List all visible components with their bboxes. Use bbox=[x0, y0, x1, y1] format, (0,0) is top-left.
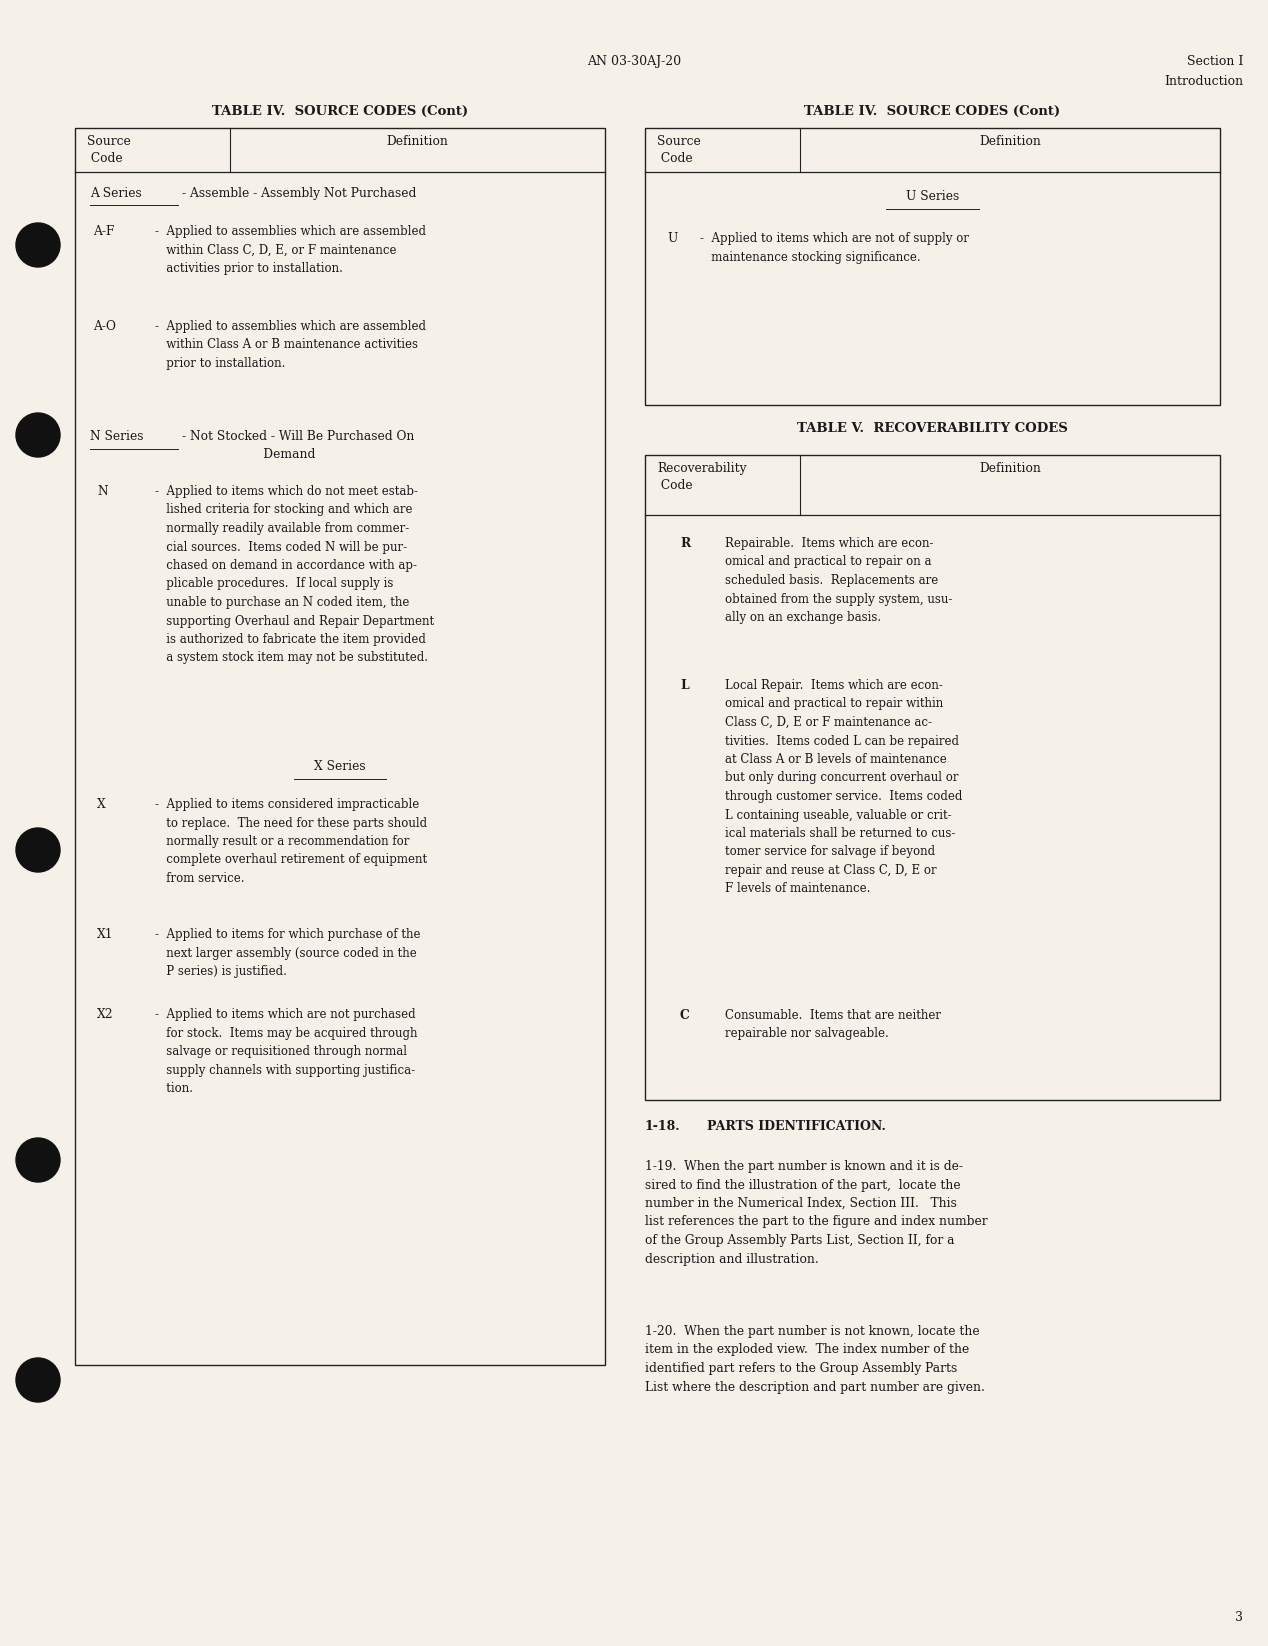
Text: R: R bbox=[680, 537, 690, 550]
Text: L: L bbox=[680, 680, 689, 691]
Text: Consumable.  Items that are neither
repairable nor salvageable.: Consumable. Items that are neither repai… bbox=[725, 1009, 941, 1040]
Text: TABLE IV.  SOURCE CODES (Cont): TABLE IV. SOURCE CODES (Cont) bbox=[804, 105, 1060, 119]
Text: Source
 Code: Source Code bbox=[87, 135, 131, 165]
Text: -  Applied to items considered impracticable
   to replace.  The need for these : - Applied to items considered impractica… bbox=[155, 798, 427, 886]
Text: -  Applied to assemblies which are assembled
   within Class C, D, E, or F maint: - Applied to assemblies which are assemb… bbox=[155, 226, 426, 275]
Text: 1-20.  When the part number is not known, locate the
item in the exploded view. : 1-20. When the part number is not known,… bbox=[645, 1325, 985, 1394]
Text: 3: 3 bbox=[1235, 1611, 1243, 1625]
Text: -  Applied to items for which purchase of the
   next larger assembly (source co: - Applied to items for which purchase of… bbox=[155, 928, 421, 978]
Text: C: C bbox=[680, 1009, 690, 1022]
Text: Definition: Definition bbox=[387, 135, 449, 148]
Text: - Not Stocked - Will Be Purchased On
                     Demand: - Not Stocked - Will Be Purchased On Dem… bbox=[183, 430, 415, 461]
Text: PARTS IDENTIFICATION.: PARTS IDENTIFICATION. bbox=[708, 1119, 886, 1132]
Text: AN 03-30AJ-20: AN 03-30AJ-20 bbox=[587, 54, 681, 67]
Text: A Series: A Series bbox=[90, 188, 142, 201]
Text: X Series: X Series bbox=[314, 760, 365, 774]
Text: Introduction: Introduction bbox=[1164, 76, 1243, 87]
Text: X1: X1 bbox=[96, 928, 114, 942]
Bar bbox=[75, 128, 605, 1365]
Text: Repairable.  Items which are econ-
omical and practical to repair on a
scheduled: Repairable. Items which are econ- omical… bbox=[725, 537, 952, 624]
Text: - Assemble - Assembly Not Purchased: - Assemble - Assembly Not Purchased bbox=[183, 188, 416, 201]
Text: Section I: Section I bbox=[1187, 54, 1243, 67]
Text: Recoverability
 Code: Recoverability Code bbox=[657, 463, 747, 492]
Text: A-F: A-F bbox=[93, 226, 114, 239]
Text: X2: X2 bbox=[96, 1007, 114, 1021]
Text: -  Applied to items which are not purchased
   for stock.  Items may be acquired: - Applied to items which are not purchas… bbox=[155, 1007, 417, 1095]
Text: Local Repair.  Items which are econ-
omical and practical to repair within
Class: Local Repair. Items which are econ- omic… bbox=[725, 680, 962, 895]
Circle shape bbox=[16, 1358, 60, 1402]
Text: Definition: Definition bbox=[979, 463, 1041, 476]
Bar bbox=[645, 454, 1220, 1100]
Circle shape bbox=[16, 1137, 60, 1182]
Circle shape bbox=[16, 222, 60, 267]
Text: TABLE IV.  SOURCE CODES (Cont): TABLE IV. SOURCE CODES (Cont) bbox=[212, 105, 468, 119]
Text: X: X bbox=[96, 798, 105, 811]
Bar bbox=[645, 128, 1220, 405]
Text: -  Applied to assemblies which are assembled
   within Class A or B maintenance : - Applied to assemblies which are assemb… bbox=[155, 319, 426, 370]
Circle shape bbox=[16, 828, 60, 872]
Text: 1-18.: 1-18. bbox=[645, 1119, 681, 1132]
Text: Definition: Definition bbox=[979, 135, 1041, 148]
Text: Source
 Code: Source Code bbox=[657, 135, 701, 165]
Text: U Series: U Series bbox=[905, 189, 959, 202]
Text: N: N bbox=[96, 486, 108, 499]
Circle shape bbox=[16, 413, 60, 458]
Text: -  Applied to items which are not of supply or
   maintenance stocking significa: - Applied to items which are not of supp… bbox=[700, 232, 969, 263]
Text: TABLE V.  RECOVERABILITY CODES: TABLE V. RECOVERABILITY CODES bbox=[798, 421, 1068, 435]
Text: 1-19.  When the part number is known and it is de-
sired to find the illustratio: 1-19. When the part number is known and … bbox=[645, 1160, 988, 1266]
Text: -  Applied to items which do not meet estab-
   lished criteria for stocking and: - Applied to items which do not meet est… bbox=[155, 486, 434, 665]
Text: N Series: N Series bbox=[90, 430, 143, 443]
Text: A-O: A-O bbox=[93, 319, 115, 332]
Text: U: U bbox=[667, 232, 677, 245]
